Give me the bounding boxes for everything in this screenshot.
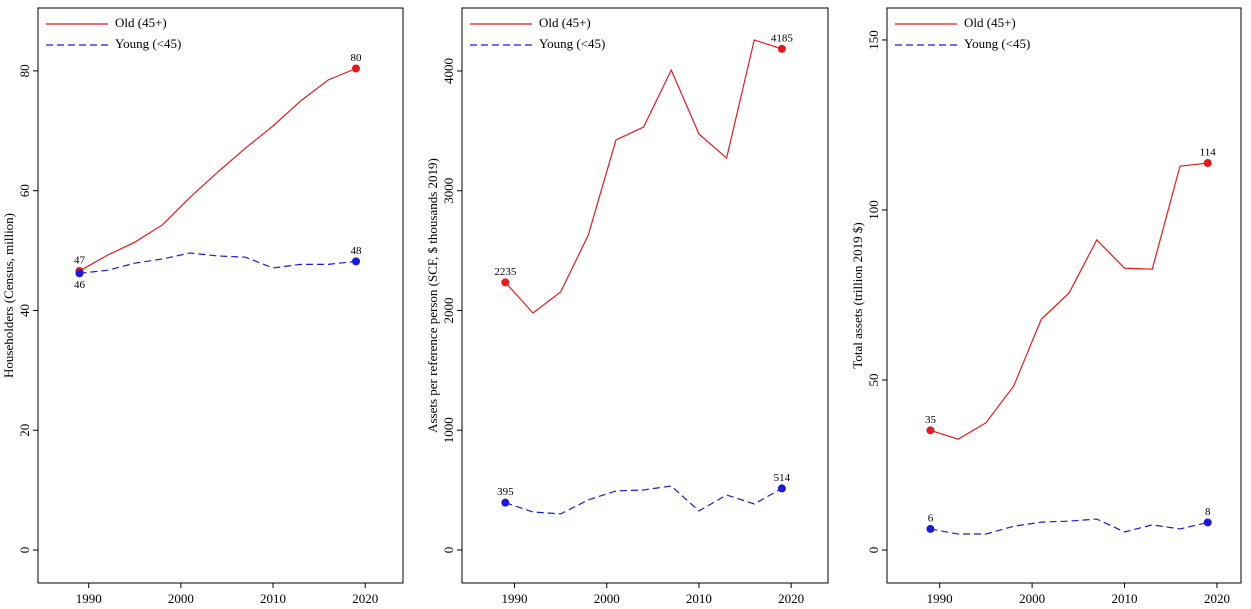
legend-label: Young (<45) xyxy=(539,36,605,51)
y-tick-label: 100 xyxy=(866,200,881,220)
end-dot xyxy=(777,44,786,53)
end-dot xyxy=(777,484,786,493)
series-line xyxy=(930,518,1208,535)
y-axis-label: Total assets (trillion 2019 $) xyxy=(850,222,865,368)
plot-frame xyxy=(461,7,829,584)
y-tick-label: 0 xyxy=(866,547,881,554)
data-label: 114 xyxy=(1200,147,1217,159)
series-line xyxy=(930,162,1208,440)
legend-label: Old (45+) xyxy=(115,15,167,30)
x-tick-label: 2020 xyxy=(1204,591,1230,606)
y-tick-label: 80 xyxy=(17,64,32,77)
data-label: 4185 xyxy=(771,32,794,44)
end-dot xyxy=(75,269,84,278)
legend-label: Old (45+) xyxy=(964,15,1016,30)
end-dot xyxy=(501,498,510,507)
plot-frame xyxy=(37,7,404,584)
x-tick-label: 2010 xyxy=(686,591,712,606)
y-axis-label: Householders (Census, million) xyxy=(1,213,16,378)
y-tick-label: 60 xyxy=(17,184,32,197)
data-label: 35 xyxy=(925,414,937,426)
end-dot xyxy=(1203,159,1212,168)
end-dot xyxy=(1203,518,1212,527)
y-tick-label: 50 xyxy=(866,373,881,386)
y-tick-label: 2000 xyxy=(441,297,456,323)
x-tick-label: 2010 xyxy=(260,591,286,606)
x-tick-label: 1990 xyxy=(502,591,528,606)
series-line xyxy=(79,252,357,274)
y-tick-label: 1000 xyxy=(441,417,456,443)
y-tick-label: 3000 xyxy=(441,178,456,204)
x-tick-label: 2000 xyxy=(594,591,620,606)
legend-label: Young (<45) xyxy=(115,36,181,51)
y-tick-label: 4000 xyxy=(441,58,456,84)
y-tick-label: 0 xyxy=(17,547,32,554)
series-line xyxy=(505,485,783,515)
end-dot xyxy=(926,426,935,435)
data-label: 47 xyxy=(74,254,86,266)
y-axis-label: Assets per reference person (SCF, $ thou… xyxy=(425,158,440,433)
data-label: 8 xyxy=(1205,506,1211,518)
data-label: 48 xyxy=(350,245,362,257)
y-tick-label: 20 xyxy=(17,424,32,437)
end-dot xyxy=(926,524,935,533)
end-dot xyxy=(351,257,360,266)
x-tick-label: 1990 xyxy=(927,591,953,606)
legend-label: Young (<45) xyxy=(964,36,1030,51)
x-tick-label: 2020 xyxy=(352,591,378,606)
y-tick-label: 0 xyxy=(441,547,456,554)
x-tick-label: 2020 xyxy=(778,591,804,606)
series-line xyxy=(79,67,357,272)
data-label: 395 xyxy=(497,486,514,498)
data-label: 514 xyxy=(774,472,791,484)
series-line xyxy=(504,39,783,314)
x-tick-label: 2010 xyxy=(1112,591,1138,606)
data-label: 80 xyxy=(350,52,362,64)
x-tick-label: 2000 xyxy=(168,591,194,606)
plot-frame xyxy=(886,7,1242,584)
end-dot xyxy=(351,64,360,73)
x-tick-label: 2000 xyxy=(1019,591,1045,606)
legend-label: Old (45+) xyxy=(539,15,591,30)
data-label: 2235 xyxy=(494,266,517,278)
data-label: 46 xyxy=(74,279,86,291)
y-tick-label: 40 xyxy=(17,304,32,317)
y-tick-label: 150 xyxy=(866,30,881,50)
data-label: 6 xyxy=(928,512,934,524)
end-dot xyxy=(501,278,510,287)
x-tick-label: 1990 xyxy=(76,591,102,606)
